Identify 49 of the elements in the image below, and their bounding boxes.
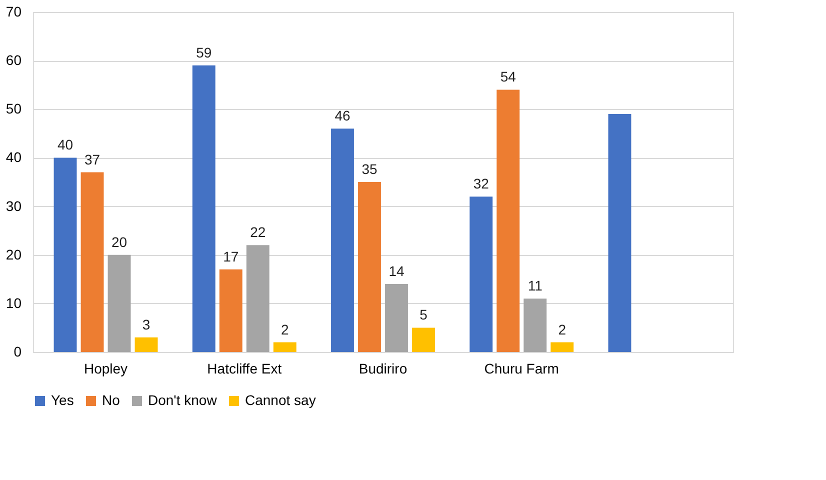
y-tick-label: 40 bbox=[6, 149, 22, 166]
data-label: 11 bbox=[528, 278, 543, 294]
legend-label: Yes bbox=[51, 392, 74, 408]
y-tick-label: 60 bbox=[6, 52, 22, 68]
x-tick-label: Hatcliffe Ext bbox=[207, 360, 282, 376]
y-tick-label: 50 bbox=[6, 100, 22, 117]
bar bbox=[134, 337, 158, 352]
bar bbox=[358, 182, 381, 352]
bar bbox=[80, 172, 104, 352]
bar bbox=[550, 342, 574, 352]
data-label: 59 bbox=[196, 44, 212, 60]
y-tick-label: 0 bbox=[14, 344, 22, 360]
legend-label: Cannot say bbox=[245, 392, 316, 408]
bar bbox=[108, 254, 131, 352]
legend-label: Don't know bbox=[148, 392, 218, 408]
data-label: 22 bbox=[250, 224, 266, 240]
data-label: 54 bbox=[500, 68, 516, 85]
bar bbox=[608, 114, 632, 352]
data-label: 40 bbox=[57, 136, 74, 153]
data-label: 14 bbox=[388, 263, 404, 279]
bar bbox=[192, 65, 216, 352]
data-label: 17 bbox=[223, 248, 239, 264]
data-label: 2 bbox=[558, 321, 566, 338]
y-tick-label: 10 bbox=[6, 294, 22, 311]
data-label: 5 bbox=[420, 306, 428, 323]
bar bbox=[219, 269, 242, 352]
legend-label: No bbox=[102, 392, 120, 408]
bar bbox=[246, 245, 270, 352]
x-tick-label: Churu Farm bbox=[484, 360, 559, 376]
data-label: 2 bbox=[280, 321, 289, 338]
y-tick-label: 30 bbox=[6, 198, 22, 214]
bar bbox=[331, 128, 354, 352]
x-tick-label: Budiriro bbox=[358, 360, 408, 376]
y-tick-label: 70 bbox=[6, 4, 22, 20]
y-tick-label: 20 bbox=[6, 246, 22, 262]
bar bbox=[496, 90, 520, 352]
bar bbox=[385, 284, 408, 352]
bar bbox=[524, 298, 547, 352]
bar bbox=[412, 328, 435, 352]
x-tick-label: Hopley bbox=[84, 360, 128, 376]
data-label: 32 bbox=[473, 176, 490, 192]
data-label: 37 bbox=[84, 151, 100, 168]
data-label: 46 bbox=[334, 108, 350, 124]
data-label: 3 bbox=[142, 316, 150, 332]
bar bbox=[470, 196, 493, 352]
data-label: 20 bbox=[111, 234, 128, 250]
bar bbox=[54, 158, 77, 352]
data-label: 35 bbox=[362, 161, 378, 177]
bar bbox=[273, 342, 296, 352]
